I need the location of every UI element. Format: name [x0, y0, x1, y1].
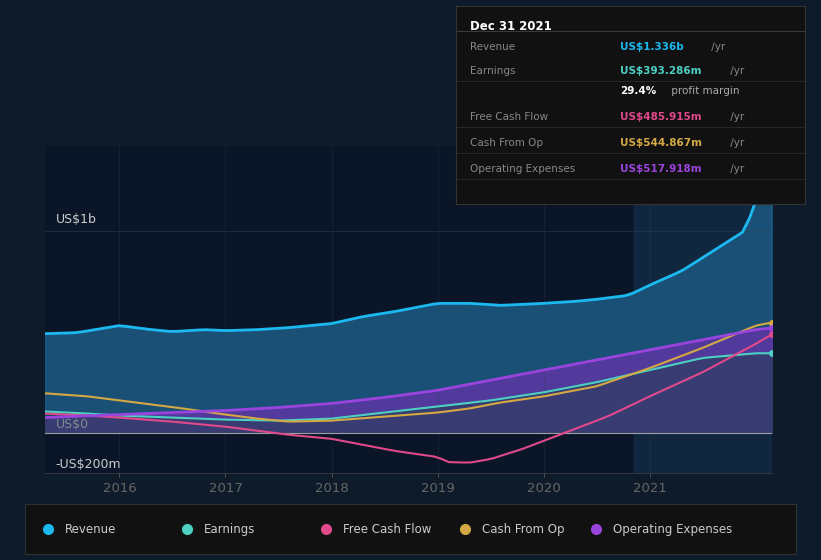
Text: US$517.918m: US$517.918m: [620, 164, 701, 174]
Text: Operating Expenses: Operating Expenses: [470, 164, 575, 174]
Text: Earnings: Earnings: [204, 522, 255, 536]
Text: Free Cash Flow: Free Cash Flow: [342, 522, 431, 536]
Text: 29.4%: 29.4%: [620, 86, 656, 96]
Bar: [634, 146, 777, 473]
Text: US$393.286m: US$393.286m: [620, 66, 701, 76]
Text: US$544.867m: US$544.867m: [620, 138, 702, 148]
Text: /yr: /yr: [727, 112, 745, 122]
Text: Free Cash Flow: Free Cash Flow: [470, 112, 548, 122]
Text: Cash From Op: Cash From Op: [481, 522, 564, 536]
Text: Cash From Op: Cash From Op: [470, 138, 543, 148]
Text: US$1.336b: US$1.336b: [620, 43, 683, 52]
Text: /yr: /yr: [727, 138, 745, 148]
Text: US$1b: US$1b: [56, 213, 97, 226]
Text: Revenue: Revenue: [470, 43, 515, 52]
Text: US$485.915m: US$485.915m: [620, 112, 701, 122]
Text: profit margin: profit margin: [668, 86, 740, 96]
Text: US$0: US$0: [56, 418, 89, 431]
Text: /yr: /yr: [727, 66, 745, 76]
Text: Dec 31 2021: Dec 31 2021: [470, 20, 552, 32]
Text: -US$200m: -US$200m: [56, 458, 122, 471]
Text: /yr: /yr: [708, 43, 725, 52]
Text: Revenue: Revenue: [65, 522, 116, 536]
Text: /yr: /yr: [727, 164, 745, 174]
Text: Operating Expenses: Operating Expenses: [612, 522, 732, 536]
Text: Earnings: Earnings: [470, 66, 515, 76]
